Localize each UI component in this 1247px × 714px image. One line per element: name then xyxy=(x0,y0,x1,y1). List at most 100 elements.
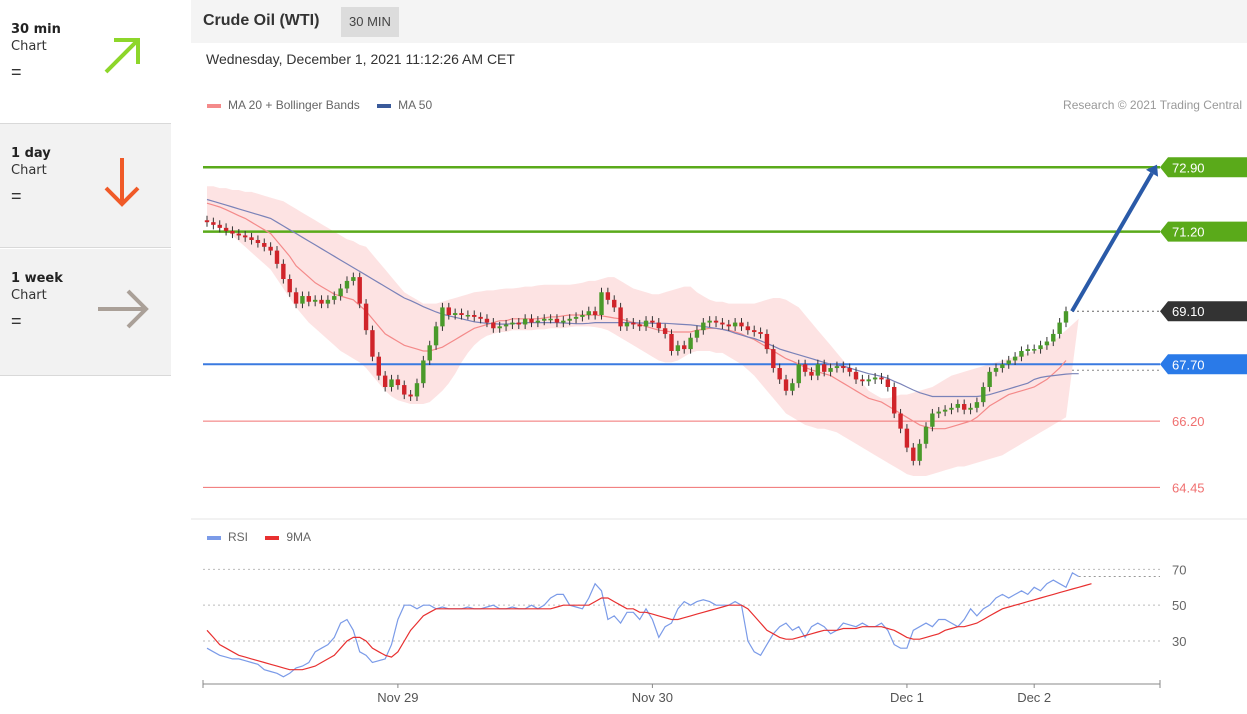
candle xyxy=(732,318,738,331)
candle xyxy=(720,318,725,330)
candle-body xyxy=(904,428,910,448)
candle xyxy=(497,321,502,333)
candle-body xyxy=(338,288,343,297)
candle-body xyxy=(306,296,312,302)
candle xyxy=(223,223,229,236)
candle xyxy=(573,312,579,324)
level-label: 67.70 xyxy=(1172,357,1205,372)
forecast-arrow-head xyxy=(1145,164,1159,177)
candle xyxy=(669,329,674,356)
candle xyxy=(478,312,483,324)
candle-body xyxy=(656,322,661,329)
candle-body xyxy=(777,368,782,380)
candle xyxy=(612,295,617,312)
candle-body xyxy=(860,379,865,382)
candle-body xyxy=(796,364,801,384)
candle xyxy=(656,318,661,333)
candle xyxy=(1025,344,1031,356)
rsi-legend: RSI 9MA xyxy=(207,530,325,544)
candle xyxy=(599,287,604,320)
timeframe-1week[interactable]: 1 week Chart = xyxy=(0,249,171,376)
timeframe-30min[interactable]: 30 min Chart = xyxy=(0,0,171,124)
candle xyxy=(643,316,649,331)
rsi-tick-label: 50 xyxy=(1172,598,1186,613)
legend-ma20: MA 20 + Bollinger Bands xyxy=(207,98,360,112)
x-axis: Nov 29 Nov 30 Dec 1 Dec 2 xyxy=(202,680,1161,705)
candle xyxy=(936,407,941,419)
candle xyxy=(841,361,846,373)
candle xyxy=(236,229,242,240)
ma20-line xyxy=(206,202,1067,430)
arrow-right-icon xyxy=(98,289,149,329)
candle-body xyxy=(535,320,541,323)
candle-body xyxy=(319,299,324,304)
timeframe-1day[interactable]: 1 day Chart = xyxy=(0,124,171,248)
rsi-tick-label: 70 xyxy=(1172,562,1186,577)
timeframe-badge[interactable]: 30 MIN xyxy=(341,7,399,37)
candle xyxy=(955,399,961,413)
price-legend: MA 20 + Bollinger Bands MA 50 xyxy=(207,98,446,112)
candle xyxy=(402,380,407,400)
candle xyxy=(701,318,706,335)
candle xyxy=(351,272,356,286)
x-tick-label: Dec 1 xyxy=(890,690,924,705)
candle-body xyxy=(815,364,821,376)
candle-body xyxy=(522,318,528,325)
candle-body xyxy=(1006,360,1011,365)
candle xyxy=(510,318,515,330)
candle xyxy=(771,344,776,373)
candle xyxy=(942,405,948,417)
candle xyxy=(961,399,967,415)
candle xyxy=(930,408,935,432)
candle-body xyxy=(363,303,369,331)
candle xyxy=(802,359,808,377)
candle xyxy=(968,403,973,415)
candle-body xyxy=(548,318,553,321)
candle xyxy=(605,287,611,305)
candle xyxy=(796,359,801,388)
candle-body xyxy=(510,322,515,325)
candle-body xyxy=(987,371,992,387)
candle xyxy=(344,276,350,294)
rsi-ma-line xyxy=(206,583,1092,671)
candle xyxy=(758,327,763,339)
candles xyxy=(204,215,1069,466)
candle xyxy=(440,302,445,331)
candle-body xyxy=(675,345,681,351)
candle-body xyxy=(484,318,490,323)
legend-rsi-ma: 9MA xyxy=(265,530,311,544)
ma50-line xyxy=(206,198,1079,398)
candle-body xyxy=(1012,356,1018,361)
candle-body xyxy=(491,322,496,329)
candle xyxy=(230,226,235,239)
chart-panel: Crude Oil (WTI) 30 MIN Wednesday, Decemb… xyxy=(191,0,1247,714)
candle xyxy=(892,382,897,419)
candle xyxy=(433,321,439,350)
candle xyxy=(535,316,541,328)
candle xyxy=(529,314,534,328)
research-credit: Research © 2021 Trading Central xyxy=(1063,98,1242,112)
candle-body xyxy=(542,318,547,321)
candle xyxy=(860,374,865,386)
legend-swatch xyxy=(377,103,392,108)
candle-body xyxy=(351,277,356,281)
candle-body xyxy=(720,322,725,325)
candle-body xyxy=(631,322,636,325)
candle-body xyxy=(739,322,744,327)
candle-body xyxy=(726,324,731,327)
candle-body xyxy=(211,222,216,225)
candle xyxy=(898,408,903,434)
candle-body xyxy=(1038,345,1043,350)
candle-body xyxy=(853,371,859,380)
candle-body xyxy=(567,318,572,321)
candle-body xyxy=(344,280,350,289)
candle xyxy=(312,295,318,307)
candle xyxy=(662,323,668,339)
candle-body xyxy=(732,322,738,327)
x-tick-label: Dec 2 xyxy=(1017,690,1051,705)
candle-body xyxy=(287,279,292,293)
timeframe-sign: = xyxy=(11,62,22,82)
timeframe-sign: = xyxy=(11,186,22,206)
candle-body xyxy=(618,307,623,327)
